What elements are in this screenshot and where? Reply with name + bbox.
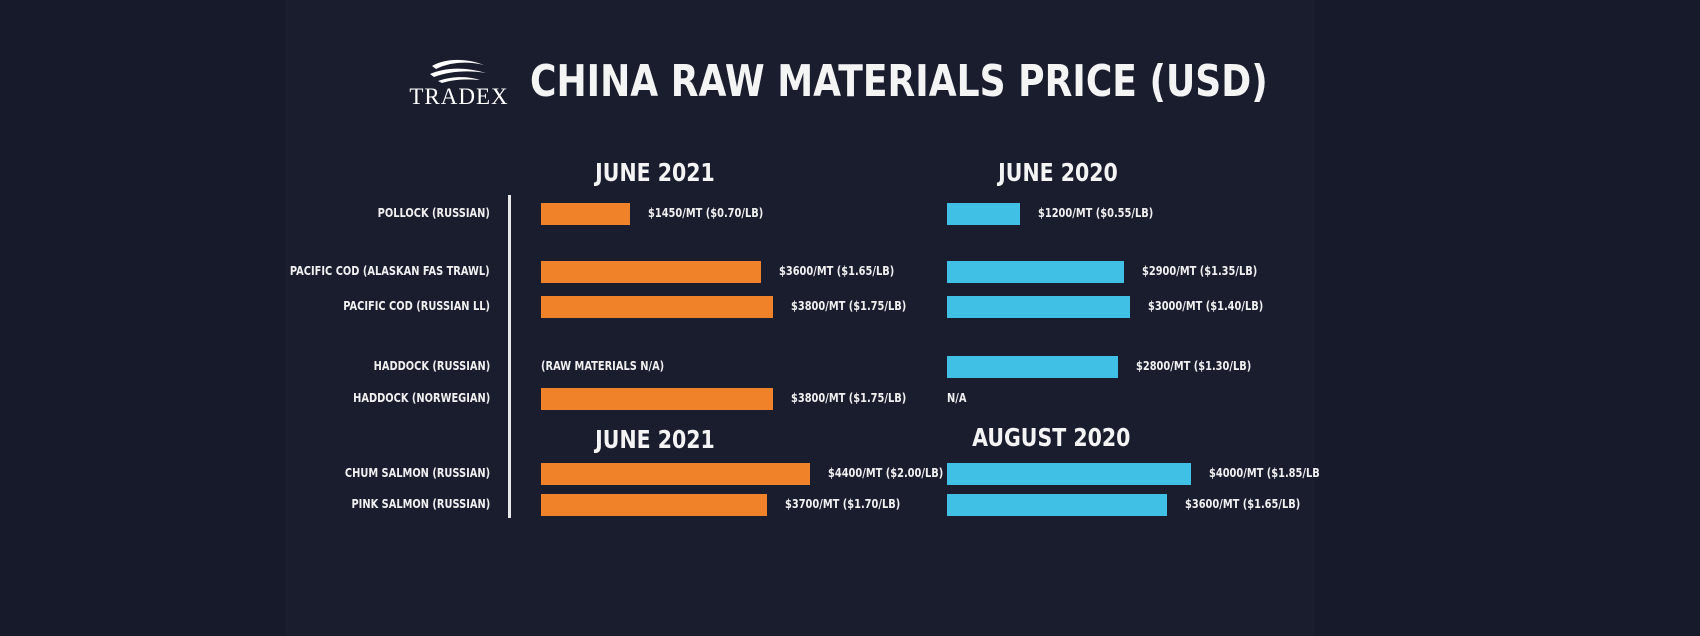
category-label: PACIFIC COD (ALASKAN FAS TRAWL) [290,264,490,278]
bar [947,356,1118,378]
data-label: $4400/MT ($2.00/LB) [828,466,944,480]
data-label: $3000/MT ($1.40/LB) [1148,299,1264,313]
data-label: $3800/MT ($1.75/LB) [791,391,907,405]
bar [947,463,1191,485]
logo-text: TRADEX [409,84,509,109]
category-label: CHUM SALMON (RUSSIAN) [344,466,490,480]
left-period-heading-2: JUNE 2021 [595,425,715,454]
data-label: $4000/MT ($1.85/LB [1209,466,1320,480]
category-label: HADDOCK (NORWEGIAN) [352,391,490,405]
data-label: $3600/MT ($1.65/LB) [1185,497,1301,511]
category-label: POLLOCK (RUSSIAN) [377,206,490,220]
category-label: PINK SALMON (RUSSIAN) [351,497,490,511]
bar [541,203,630,225]
data-label: $3800/MT ($1.75/LB) [791,299,907,313]
bar [541,494,767,516]
tradex-logo: TRADEX [404,58,514,110]
bar [541,296,773,318]
bar [947,296,1130,318]
data-label: (RAW MATERIALS N/A) [541,359,665,373]
data-label: $1200/MT ($0.55/LB) [1038,206,1154,220]
bar [947,203,1020,225]
right-period-heading-1: JUNE 2020 [998,158,1118,187]
category-label: HADDOCK (RUSSIAN) [373,359,490,373]
bar [541,388,773,410]
right-period-heading-2: AUGUST 2020 [972,423,1131,452]
data-label: $3600/MT ($1.65/LB) [779,264,895,278]
category-label: PACIFIC COD (RUSSIAN LL) [343,299,490,313]
data-label: $2900/MT ($1.35/LB) [1142,264,1258,278]
category-axis-line [508,195,511,518]
bar [541,463,810,485]
data-label: $2800/MT ($1.30/LB) [1136,359,1252,373]
bar [947,494,1167,516]
left-period-heading-1: JUNE 2021 [595,158,715,187]
data-label: N/A [947,391,967,405]
data-label: $3700/MT ($1.70/LB) [785,497,901,511]
chart-title: CHINA RAW MATERIALS PRICE (USD) [530,56,1268,107]
chart-panel [285,0,1315,636]
fish-wave-icon [430,59,486,83]
bar [947,261,1124,283]
data-label: $1450/MT ($0.70/LB) [648,206,764,220]
bar [541,261,761,283]
